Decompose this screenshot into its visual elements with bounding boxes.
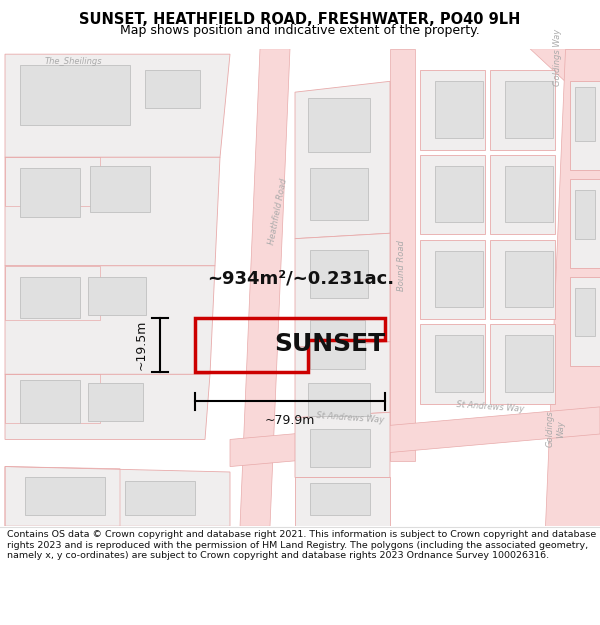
Bar — [435, 166, 483, 222]
Bar — [505, 335, 553, 392]
Bar — [435, 251, 483, 307]
Text: SUNSET, HEATHFIELD ROAD, FRESHWATER, PO40 9LH: SUNSET, HEATHFIELD ROAD, FRESHWATER, PO4… — [79, 12, 521, 27]
Polygon shape — [530, 49, 600, 114]
Polygon shape — [5, 466, 230, 526]
Text: Goldings Way: Goldings Way — [554, 29, 563, 86]
Polygon shape — [545, 49, 600, 526]
Polygon shape — [295, 412, 390, 478]
Bar — [505, 81, 553, 138]
Text: Map shows position and indicative extent of the property.: Map shows position and indicative extent… — [120, 24, 480, 36]
Bar — [88, 383, 143, 421]
Text: Goldings
Way: Goldings Way — [545, 410, 565, 447]
Bar — [20, 168, 80, 217]
Text: The_Sheilings: The_Sheilings — [45, 58, 103, 66]
Text: Heathfield Road: Heathfield Road — [267, 177, 289, 246]
Polygon shape — [570, 179, 600, 268]
Polygon shape — [390, 49, 415, 461]
Polygon shape — [295, 233, 390, 348]
Text: Contains OS data © Crown copyright and database right 2021. This information is : Contains OS data © Crown copyright and d… — [7, 530, 596, 560]
Bar — [310, 320, 365, 369]
Bar — [505, 166, 553, 222]
Polygon shape — [490, 324, 555, 404]
Polygon shape — [490, 71, 555, 149]
Bar — [575, 288, 595, 336]
Polygon shape — [570, 81, 600, 170]
Text: ~934m²/~0.231ac.: ~934m²/~0.231ac. — [207, 269, 394, 288]
Text: St Andrews Way: St Andrews Way — [456, 400, 524, 414]
Polygon shape — [230, 407, 600, 466]
Bar — [20, 277, 80, 318]
Polygon shape — [295, 342, 390, 418]
Bar — [435, 81, 483, 138]
Bar — [145, 71, 200, 109]
Polygon shape — [420, 71, 485, 149]
Bar — [125, 481, 195, 516]
Polygon shape — [420, 155, 485, 234]
Polygon shape — [420, 240, 485, 319]
Polygon shape — [295, 81, 390, 239]
Polygon shape — [420, 324, 485, 404]
Bar — [20, 65, 130, 125]
Bar — [90, 166, 150, 211]
Polygon shape — [295, 478, 390, 526]
Bar — [310, 249, 368, 298]
Polygon shape — [5, 374, 210, 439]
Bar — [310, 168, 368, 220]
Bar — [505, 251, 553, 307]
Bar — [88, 277, 146, 314]
Polygon shape — [5, 158, 220, 266]
Bar — [310, 483, 370, 516]
Bar — [25, 478, 105, 516]
Bar — [310, 429, 370, 466]
Bar — [20, 380, 80, 423]
Polygon shape — [490, 240, 555, 319]
Text: St Andrews Way: St Andrews Way — [316, 411, 384, 424]
Text: ~79.9m: ~79.9m — [265, 414, 315, 428]
Text: Bound Road: Bound Road — [398, 241, 407, 291]
Bar — [435, 335, 483, 392]
Bar — [308, 383, 370, 416]
Polygon shape — [5, 54, 230, 158]
Bar — [575, 190, 595, 239]
Text: SUNSET: SUNSET — [274, 332, 386, 356]
Polygon shape — [240, 49, 290, 526]
Text: ~19.5m: ~19.5m — [135, 320, 148, 370]
Polygon shape — [5, 266, 215, 374]
Polygon shape — [490, 155, 555, 234]
Bar — [308, 98, 370, 152]
Polygon shape — [570, 277, 600, 366]
Bar — [575, 87, 595, 141]
